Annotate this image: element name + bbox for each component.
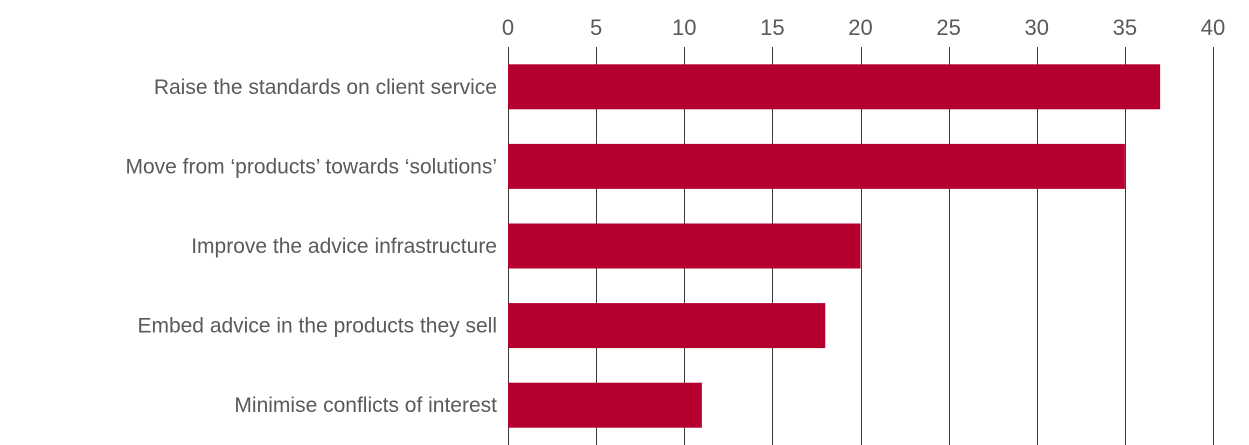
category-label-3: Improve the advice infrastructure bbox=[191, 235, 497, 258]
x-tick-label-25: 25 bbox=[936, 15, 960, 40]
x-tick-label-35: 35 bbox=[1113, 15, 1137, 40]
category-label-1: Raise the standards on client service bbox=[154, 76, 497, 99]
category-label-4: Embed advice in the products they sell bbox=[137, 315, 497, 338]
x-tick-label-15: 15 bbox=[760, 15, 784, 40]
bar-4 bbox=[508, 303, 826, 349]
x-tick-label-20: 20 bbox=[848, 15, 872, 40]
x-axis-tick-labels: 0 5 10 15 20 25 30 35 40 bbox=[502, 15, 1225, 40]
bars bbox=[508, 64, 1161, 428]
x-tick-label-40: 40 bbox=[1201, 15, 1225, 40]
bar-1 bbox=[508, 64, 1161, 110]
category-label-2: Move from ‘products’ towards ‘solutions’ bbox=[125, 155, 497, 178]
bar-2 bbox=[508, 143, 1125, 189]
x-tick-label-0: 0 bbox=[502, 15, 514, 40]
x-tick-label-5: 5 bbox=[590, 15, 602, 40]
gridlines bbox=[508, 47, 1214, 445]
category-labels: Raise the standards on client service Mov… bbox=[125, 76, 497, 417]
category-label-5: Minimise conflicts of interest bbox=[234, 394, 497, 417]
x-tick-label-30: 30 bbox=[1025, 15, 1049, 40]
bar-3 bbox=[508, 223, 861, 269]
bar-5 bbox=[508, 382, 702, 428]
x-tick-label-10: 10 bbox=[672, 15, 696, 40]
